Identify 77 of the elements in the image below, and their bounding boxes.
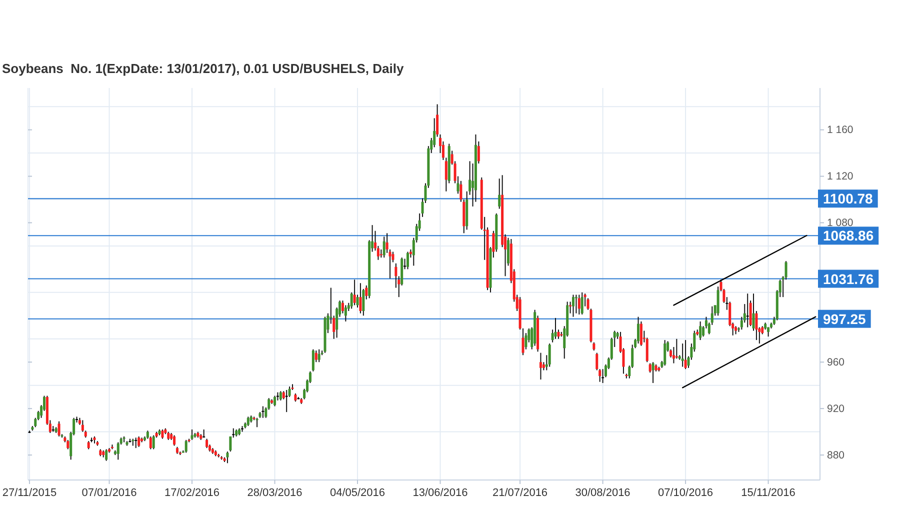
candlestick bbox=[394, 262, 398, 288]
candlestick bbox=[598, 368, 602, 382]
candlestick bbox=[312, 348, 314, 372]
candlestick bbox=[138, 436, 140, 448]
candlestick bbox=[359, 282, 362, 314]
candlestick bbox=[557, 329, 560, 340]
candlestick bbox=[752, 293, 755, 332]
candlestick bbox=[58, 420, 60, 437]
x-tick-label: 17/02/2016 bbox=[164, 487, 220, 499]
x-tick-label: 13/06/2016 bbox=[412, 487, 468, 499]
candlestick bbox=[460, 180, 462, 202]
candlestick bbox=[134, 437, 138, 449]
candlestick bbox=[681, 343, 684, 368]
x-tick-label: 07/10/2016 bbox=[658, 487, 714, 499]
candlestick bbox=[81, 420, 84, 432]
ref-line-label: 1068.86 bbox=[823, 228, 874, 244]
candlestick bbox=[190, 428, 194, 440]
x-tick-label: 27/11/2015 bbox=[2, 487, 57, 499]
candlestick bbox=[522, 328, 524, 356]
candlestick bbox=[548, 343, 551, 368]
candlestick bbox=[353, 279, 356, 306]
candlestick bbox=[314, 350, 318, 363]
candlestick bbox=[640, 320, 642, 346]
candlestick bbox=[226, 451, 229, 464]
candlestick bbox=[344, 304, 347, 322]
candlestick bbox=[602, 368, 604, 384]
candlestick bbox=[554, 317, 557, 340]
candlestick bbox=[746, 293, 749, 328]
candlestick bbox=[274, 395, 276, 407]
candlestick bbox=[684, 340, 687, 370]
candlestick bbox=[152, 434, 155, 450]
candlestick bbox=[232, 428, 235, 438]
y-tick-label: 1 120 bbox=[827, 170, 854, 183]
candlestick bbox=[652, 362, 654, 384]
candlestick bbox=[246, 416, 250, 426]
candlestick bbox=[664, 340, 666, 366]
candlestick bbox=[66, 439, 70, 450]
y-tick-label: 960 bbox=[827, 356, 845, 368]
candlestick bbox=[699, 320, 702, 341]
ref-line-label: 997.25 bbox=[823, 310, 866, 327]
candlestick bbox=[586, 298, 590, 310]
y-tick-label: 1 080 bbox=[827, 217, 854, 230]
candlestick bbox=[580, 292, 584, 315]
candlestick bbox=[116, 442, 120, 460]
candlestick bbox=[444, 157, 448, 192]
candlestick bbox=[184, 439, 188, 454]
candlestick bbox=[382, 236, 386, 258]
ref-line-label: 1031.76 bbox=[823, 270, 874, 287]
candlestick bbox=[386, 232, 388, 254]
candlestick bbox=[206, 438, 208, 449]
candlestick bbox=[262, 406, 264, 418]
candlestick bbox=[539, 352, 542, 380]
x-tick-label: 07/01/2016 bbox=[82, 487, 137, 499]
x-tick-label: 21/07/2016 bbox=[492, 487, 548, 499]
y-tick-label: 1 160 bbox=[827, 124, 854, 136]
candlestick bbox=[498, 178, 501, 210]
x-tick-label: 15/11/2016 bbox=[741, 487, 796, 499]
x-tick-label: 28/03/2016 bbox=[247, 487, 302, 499]
candlestick bbox=[318, 348, 320, 363]
candlestick bbox=[279, 390, 282, 401]
candlestick bbox=[726, 296, 728, 310]
candlestick bbox=[173, 434, 176, 446]
candlestick bbox=[572, 294, 574, 318]
candlestick bbox=[637, 316, 640, 344]
y-tick-label: 920 bbox=[827, 402, 845, 415]
x-tick-label: 04/05/2016 bbox=[330, 487, 386, 499]
y-tick-label: 880 bbox=[827, 449, 845, 462]
chart-title: Soybeans No. 1(ExpDate: 13/01/2017), 0.01 USD/BUSHELS, Daily bbox=[2, 61, 404, 76]
candlestick bbox=[578, 294, 580, 315]
candlestick bbox=[477, 140, 480, 164]
candlestick bbox=[285, 389, 288, 413]
x-tick-label: 30/08/2016 bbox=[575, 487, 630, 499]
ref-line-label: 1100.78 bbox=[823, 190, 874, 207]
candlestick bbox=[161, 428, 164, 440]
candlestick bbox=[105, 448, 108, 462]
candlestick bbox=[406, 251, 409, 270]
candlestick bbox=[596, 352, 598, 371]
